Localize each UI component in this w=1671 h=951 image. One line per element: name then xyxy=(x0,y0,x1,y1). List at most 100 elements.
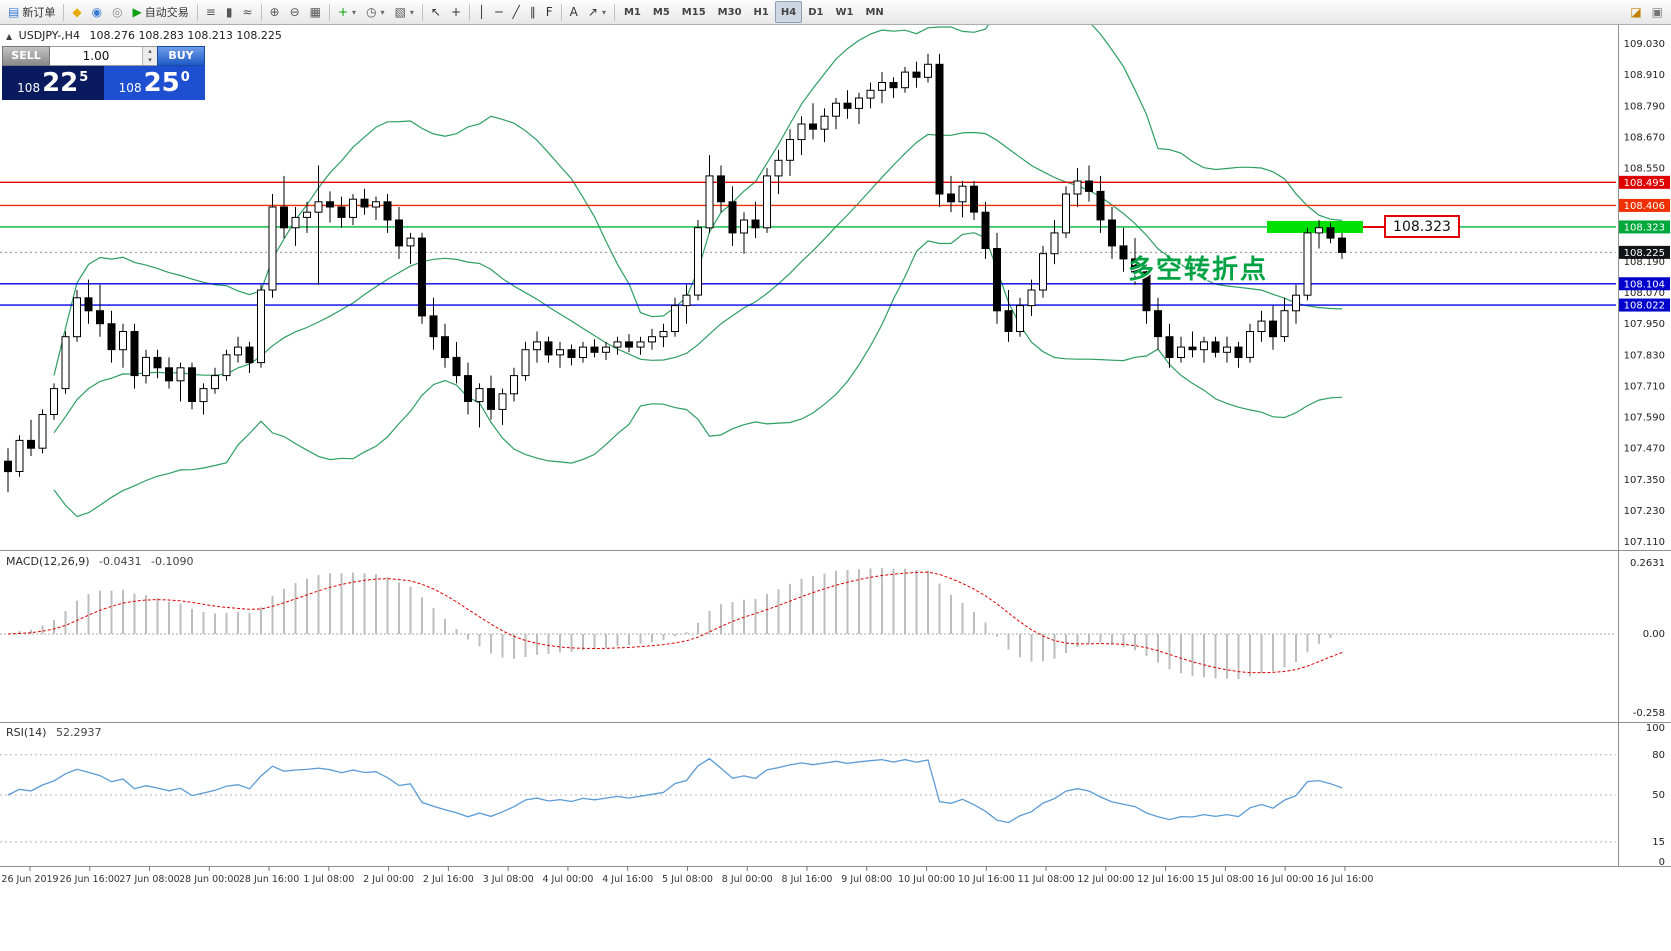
time-axis-label: 2 Jul 16:00 xyxy=(423,874,474,885)
cursor-button[interactable]: ↖ xyxy=(426,1,446,23)
trendline-button[interactable]: ╱ xyxy=(508,1,525,23)
line-chart-button[interactable]: ≈ xyxy=(237,1,257,23)
arrows-button[interactable]: ↗ ▾ xyxy=(583,1,611,23)
timeframe-mn[interactable]: MN xyxy=(859,1,889,23)
new-order-button[interactable]: ▤ 新订单 xyxy=(3,1,60,23)
navigator-button[interactable]: ◎ xyxy=(107,1,127,23)
templates-button[interactable]: ▧ ▾ xyxy=(390,1,419,23)
auto-trading-button[interactable]: ▶ 自动交易 xyxy=(128,1,194,23)
macd-axis-label: 0.2631 xyxy=(1630,558,1665,569)
collapse-arrow-icon[interactable]: ▲ xyxy=(6,32,13,41)
tile-windows-button[interactable]: ▦ xyxy=(305,1,326,23)
candle xyxy=(1257,320,1266,333)
macd-axis-label: 0.00 xyxy=(1643,629,1665,640)
indicators-button[interactable]: + ▾ xyxy=(333,1,361,23)
price-axis-label: 109.030 xyxy=(1624,39,1665,50)
periods-button[interactable]: ◷ ▾ xyxy=(361,1,390,23)
buy-button[interactable]: BUY xyxy=(157,46,205,66)
rsi-axis-label: 0 xyxy=(1659,857,1665,868)
market-watch-button[interactable]: ◆ xyxy=(67,1,86,23)
dropdown-arrow-icon[interactable]: ▾ xyxy=(601,7,606,17)
ask-price[interactable]: 108 25 0 xyxy=(103,66,205,100)
candle xyxy=(1200,341,1208,351)
vertical-line-button[interactable]: │ xyxy=(473,1,490,23)
price-marker xyxy=(1619,175,1670,189)
macd-main-value: -0.0431 xyxy=(99,555,142,568)
volume-stepper[interactable]: 1.00 ▴ ▾ xyxy=(50,46,157,66)
price-callout[interactable]: 108.323 xyxy=(1384,215,1460,238)
dropdown-arrow-icon[interactable]: ▾ xyxy=(352,7,357,17)
price-marker xyxy=(1619,245,1670,259)
timeframe-m5[interactable]: M5 xyxy=(647,1,676,23)
candlestick-chart-button[interactable]: ▮ xyxy=(221,1,238,23)
candle xyxy=(625,341,633,348)
candle xyxy=(878,82,886,91)
candle xyxy=(786,139,794,161)
dropdown-arrow-icon[interactable]: ▾ xyxy=(409,7,414,17)
candle xyxy=(935,63,944,195)
candle xyxy=(1004,310,1013,333)
bar-chart-button[interactable]: ≡ xyxy=(201,1,221,23)
timeframe-w1[interactable]: W1 xyxy=(829,1,859,23)
spin-down-icon[interactable]: ▾ xyxy=(143,56,157,65)
alerts-button[interactable]: ◪ xyxy=(1625,1,1646,23)
zoom-out-button[interactable]: ⊖ xyxy=(285,1,305,23)
macd-axis-label: -0.258 xyxy=(1633,708,1665,719)
candle xyxy=(176,367,185,382)
price-marker xyxy=(1619,277,1670,291)
price-axis-label: 108.190 xyxy=(1624,257,1665,268)
timeframe-h4[interactable]: H4 xyxy=(774,1,803,23)
fibonacci-icon: F xyxy=(545,5,553,19)
price-axis-label: 107.110 xyxy=(1624,537,1665,548)
candle xyxy=(1085,180,1093,192)
spin-up-icon[interactable]: ▴ xyxy=(143,47,157,56)
channel-button[interactable]: ∥ xyxy=(525,1,541,23)
crosshair-button[interactable]: + xyxy=(446,1,466,23)
timeframe-d1-label: D1 xyxy=(808,6,824,18)
candle xyxy=(889,82,898,89)
timeframe-m30[interactable]: M30 xyxy=(712,1,748,23)
time-axis-label: 12 Jul 00:00 xyxy=(1077,874,1134,885)
data-window-button[interactable]: ◉ xyxy=(87,1,107,23)
sell-button[interactable]: SELL xyxy=(2,46,50,66)
candle xyxy=(4,460,12,473)
auto-trading-button-label: 自动交易 xyxy=(144,6,189,19)
candle xyxy=(303,211,311,218)
fibonacci-button[interactable]: F xyxy=(541,1,558,23)
time-axis-label: 8 Jul 00:00 xyxy=(722,874,773,885)
price-axis-label: 108.670 xyxy=(1624,132,1665,143)
time-axis-label: 3 Jul 08:00 xyxy=(483,874,534,885)
candle xyxy=(441,336,449,359)
candle xyxy=(809,123,817,130)
layout-button[interactable]: ▣ xyxy=(1647,1,1668,23)
volume-input[interactable]: 1.00 xyxy=(82,49,110,63)
horizontal-line-button[interactable]: ─ xyxy=(490,1,507,23)
candle xyxy=(1131,258,1139,273)
zoom-in-button[interactable]: ⊕ xyxy=(265,1,285,23)
candle xyxy=(1188,346,1197,351)
time-axis-label: 10 Jul 16:00 xyxy=(958,874,1015,885)
bid-price[interactable]: 108 22 5 xyxy=(2,66,104,100)
candle xyxy=(556,349,564,356)
text-icon: A xyxy=(569,5,578,19)
candle xyxy=(682,294,691,307)
timeframe-m15[interactable]: M15 xyxy=(676,1,712,23)
zoom-out-icon: ⊖ xyxy=(289,5,300,19)
text-button[interactable]: A xyxy=(565,1,583,23)
timeframe-m1[interactable]: M1 xyxy=(618,1,647,23)
candle xyxy=(464,375,472,403)
volume-spin-buttons[interactable]: ▴ ▾ xyxy=(142,47,157,65)
rsi-indicator-label: RSI(14) 52.2937 xyxy=(6,726,101,739)
dropdown-arrow-icon[interactable]: ▾ xyxy=(380,7,385,17)
candle xyxy=(717,175,725,203)
timeframe-d1[interactable]: D1 xyxy=(802,1,829,23)
candle xyxy=(970,185,978,213)
highlight-zone[interactable] xyxy=(1267,220,1363,233)
timeframe-h1[interactable]: H1 xyxy=(748,1,775,23)
candle xyxy=(1142,271,1151,312)
candle xyxy=(119,331,127,351)
candle xyxy=(199,388,208,403)
candle xyxy=(901,71,909,89)
candle xyxy=(636,341,645,348)
